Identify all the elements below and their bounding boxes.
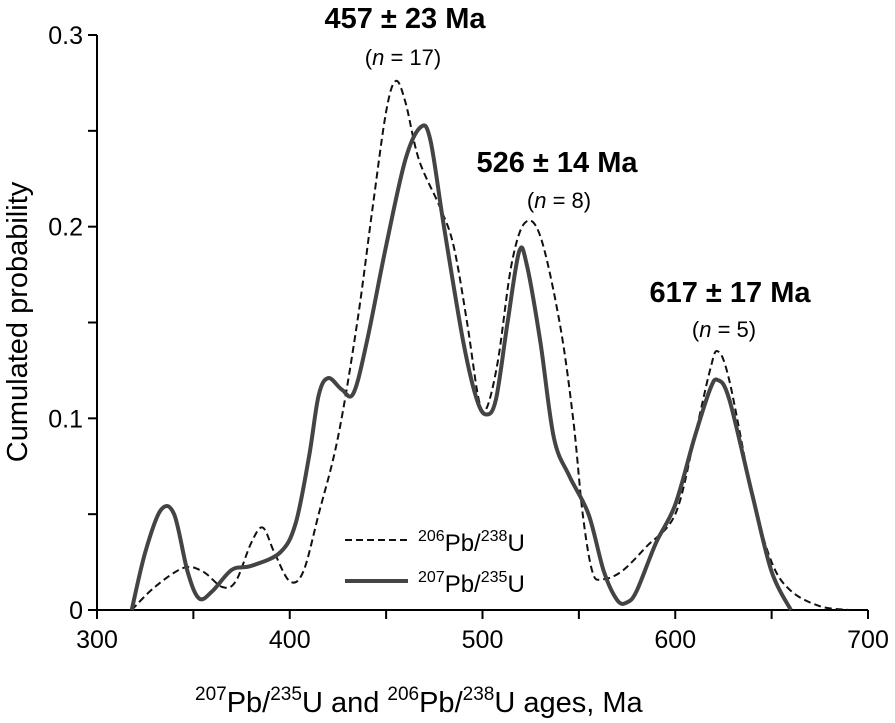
peak-label: 526 ± 14 Ma: [476, 147, 638, 179]
annotation-617: 617 ± 17 Ma (n = 5): [649, 277, 811, 342]
legend: 206Pb/238U 207Pb/235U: [345, 528, 525, 598]
axes: 300 400 500 600 700 0 0.1 0.2 0.3: [48, 22, 889, 654]
series-line-207Pb-235U: [129, 123, 793, 611]
legend-label-207-235: 207Pb/235U: [418, 569, 525, 598]
peak-label: 617 ± 17 Ma: [649, 277, 811, 309]
legend-label-206-238: 206Pb/238U: [418, 528, 525, 557]
peak-count: (n = 8): [527, 188, 591, 213]
y-tick-label: 0: [69, 597, 83, 625]
x-tick-label: 300: [76, 626, 118, 654]
x-tick-label: 400: [269, 626, 311, 654]
x-tick-label: 500: [462, 626, 504, 654]
x-tick-label: 600: [654, 626, 696, 654]
peak-label: 457 ± 23 Ma: [324, 3, 486, 35]
annotation-526: 526 ± 14 Ma (n = 8): [476, 147, 638, 213]
y-axis-label: Cumulated probability: [2, 181, 34, 462]
y-tick-label: 0.2: [48, 214, 83, 242]
x-tick-label: 700: [847, 626, 889, 654]
peak-count: (n = 17): [365, 45, 441, 70]
y-tick-label: 0.3: [48, 22, 83, 50]
curves: [129, 79, 849, 611]
peak-count: (n = 5): [692, 317, 756, 342]
annotation-457: 457 ± 23 Ma (n = 17): [324, 3, 486, 70]
x-axis-label: 207Pb/235U and 206Pb/238U ages, Ma: [195, 684, 643, 719]
y-tick-label: 0.1: [48, 405, 83, 433]
